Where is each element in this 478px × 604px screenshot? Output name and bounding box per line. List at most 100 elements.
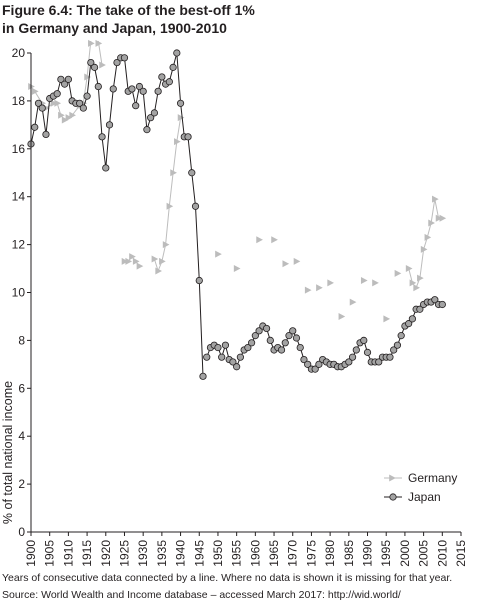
data-point — [54, 99, 62, 107]
data-point — [147, 114, 155, 122]
data-point — [159, 257, 166, 265]
data-point — [233, 363, 241, 371]
x-tick-label: 1920 — [99, 540, 113, 567]
series-layer — [27, 39, 447, 380]
data-point — [300, 355, 308, 364]
figure-title: Figure 6.4: The take of the best-off 1% … — [2, 1, 476, 37]
y-tick-label: 0 — [18, 525, 25, 539]
x-tick-label: 1915 — [80, 540, 94, 567]
x-tick-label: 1995 — [379, 540, 393, 567]
y-tick-label: 8 — [18, 333, 25, 347]
data-point — [262, 324, 271, 333]
x-tick-label: 1985 — [342, 540, 356, 567]
x-tick-label: 1910 — [61, 540, 75, 567]
data-point — [438, 300, 446, 309]
data-point — [394, 269, 402, 277]
data-point — [31, 87, 39, 95]
data-point — [221, 341, 230, 349]
x-tick-label: 2015 — [454, 540, 468, 567]
data-point — [177, 114, 185, 122]
data-point — [292, 334, 301, 342]
data-point — [38, 104, 46, 112]
data-point — [132, 257, 140, 265]
x-tick-label: 1945 — [192, 540, 206, 567]
data-point — [352, 346, 360, 354]
y-tick-label: 20 — [12, 46, 26, 60]
data-point — [203, 353, 211, 361]
data-point — [166, 202, 174, 210]
data-point — [58, 111, 65, 119]
data-point — [53, 90, 61, 98]
y-tick-label: 16 — [12, 142, 26, 156]
data-point — [372, 279, 379, 287]
legend-marker-germany — [389, 474, 396, 482]
data-point — [375, 358, 383, 366]
data-point — [65, 114, 73, 122]
data-point — [99, 61, 106, 69]
data-point — [293, 257, 301, 265]
data-point — [69, 111, 76, 119]
data-point — [345, 358, 353, 366]
y-tick-label: 14 — [12, 190, 26, 204]
data-point — [255, 327, 263, 335]
data-point — [277, 346, 286, 354]
data-point — [165, 78, 173, 86]
data-point — [64, 75, 72, 83]
data-point — [397, 332, 405, 340]
data-point — [338, 312, 346, 320]
data-point — [84, 73, 91, 81]
legend-label-japan: Japan — [408, 490, 441, 504]
data-point — [162, 241, 170, 249]
y-axis-label: % of total national income — [1, 381, 15, 524]
x-tick-label: 2010 — [435, 540, 449, 567]
data-point — [61, 80, 69, 88]
data-point — [128, 85, 136, 93]
data-point — [428, 219, 435, 227]
data-point — [34, 99, 43, 107]
data-point — [316, 284, 323, 292]
data-point — [136, 262, 144, 270]
x-tick-label: 1930 — [136, 540, 150, 567]
data-point — [129, 253, 136, 261]
data-point — [296, 343, 304, 352]
data-point — [154, 87, 162, 95]
data-point — [360, 277, 368, 285]
data-point — [315, 360, 323, 368]
x-tick-label: 1975 — [304, 540, 318, 567]
data-point — [120, 54, 129, 62]
data-point — [158, 73, 166, 81]
footnote-source: Source: World Wealth and Income database… — [2, 589, 401, 601]
data-point — [195, 276, 203, 285]
data-point — [191, 202, 200, 210]
data-point — [289, 327, 297, 335]
data-point — [132, 102, 140, 110]
data-point — [408, 315, 416, 323]
data-point — [390, 346, 398, 354]
data-point — [61, 116, 69, 124]
data-point — [349, 298, 357, 306]
data-point — [188, 169, 196, 177]
x-tick-label: 1955 — [230, 540, 244, 567]
x-tick-label: 1980 — [323, 540, 337, 567]
data-point — [383, 315, 391, 323]
data-point — [304, 286, 312, 294]
data-point — [409, 279, 417, 287]
y-tick-label: 4 — [18, 429, 25, 443]
data-point — [413, 284, 420, 292]
data-point — [233, 265, 241, 273]
data-point — [405, 320, 413, 328]
data-point — [348, 353, 357, 361]
data-point — [95, 39, 103, 47]
data-point — [79, 104, 87, 112]
data-point — [98, 133, 106, 141]
data-point — [174, 138, 181, 146]
x-tick-label: 1950 — [211, 540, 225, 567]
figure-title-line-2: in Germany and Japan, 1900-2010 — [2, 20, 227, 36]
data-point — [281, 339, 289, 347]
x-tick-label: 1940 — [174, 540, 188, 567]
data-point — [139, 87, 147, 95]
series-japan — [27, 49, 446, 380]
y-tick-label: 12 — [12, 238, 26, 252]
data-point — [88, 39, 95, 47]
